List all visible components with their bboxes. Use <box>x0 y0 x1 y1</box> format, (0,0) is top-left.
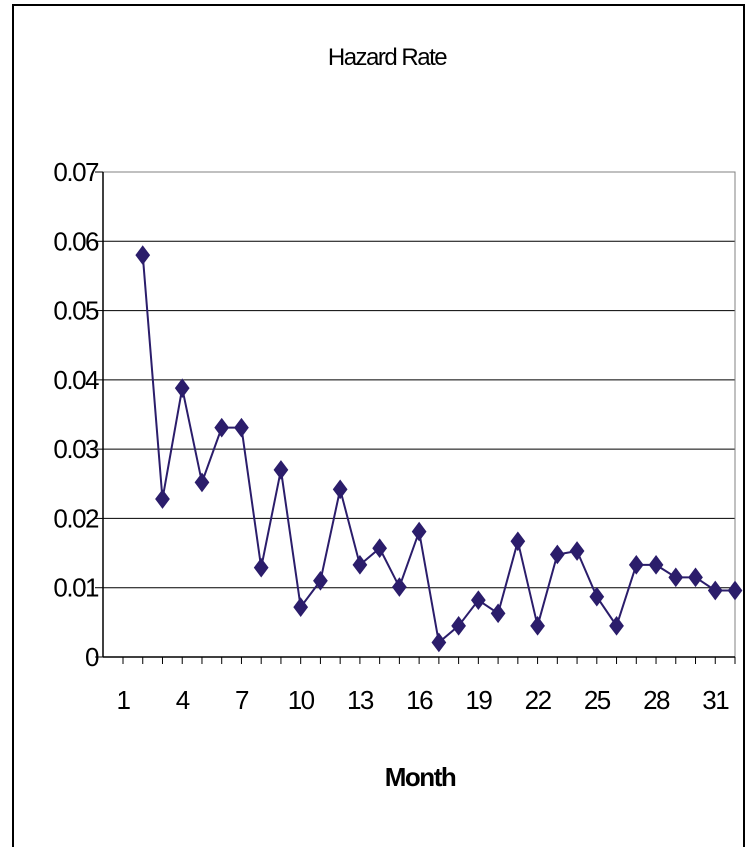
data-point-marker <box>510 531 526 552</box>
y-tick-label: 0 <box>85 642 99 672</box>
y-tick-labels: 0 0.01 0.02 0.03 0.04 0.05 0.06 0.07 <box>53 157 100 672</box>
data-point-marker <box>234 417 249 438</box>
x-tick-label: 19 <box>465 685 492 715</box>
data-point-marker <box>688 567 703 588</box>
chart-title: Hazard Rate <box>328 44 447 71</box>
x-tick-label: 22 <box>525 685 552 715</box>
data-point-marker <box>253 557 269 578</box>
data-point-marker <box>135 245 151 265</box>
data-point-marker <box>668 567 684 588</box>
data-point-marker <box>194 472 210 493</box>
data-point-marker <box>411 521 427 542</box>
data-point-marker <box>352 555 368 575</box>
data-point-marker <box>174 378 190 399</box>
data-point-marker <box>589 586 605 607</box>
y-tick-label: 0.05 <box>53 296 99 326</box>
x-axis-title: Month <box>385 762 456 792</box>
x-tick-label: 31 <box>702 685 729 715</box>
data-point-marker <box>313 570 328 591</box>
data-point-marker <box>609 615 624 636</box>
data-point-marker <box>155 489 170 509</box>
x-tick-label: 16 <box>406 685 433 715</box>
data-point-marker <box>470 590 486 611</box>
data-point-marker <box>431 632 447 653</box>
y-tick-label: 0.06 <box>53 226 99 256</box>
axes <box>95 171 736 664</box>
y-tick-label: 0.07 <box>53 157 99 187</box>
x-tick-label: 4 <box>176 685 190 715</box>
data-point-marker <box>628 555 644 575</box>
plot-area <box>102 171 736 658</box>
data-point-marker <box>707 580 723 601</box>
x-tick-label: 13 <box>347 685 374 715</box>
data-point-marker <box>273 460 289 480</box>
x-tick-label: 10 <box>288 685 315 715</box>
data-point-marker <box>549 544 565 565</box>
data-point-marker <box>727 580 743 601</box>
y-tick-label: 0.02 <box>53 503 99 533</box>
data-point-marker <box>214 417 230 438</box>
x-tick-label: 25 <box>584 685 611 715</box>
data-point-marker <box>392 577 407 597</box>
chart-frame <box>12 4 745 847</box>
data-point-marker <box>648 555 664 575</box>
series-hazard-rate <box>135 245 743 653</box>
x-tick-label: 1 <box>117 685 131 715</box>
data-point-marker <box>332 479 348 500</box>
y-tick-label: 0.03 <box>53 434 99 464</box>
x-tick-labels: 1 4 7 10 13 16 19 22 25 28 31 <box>117 685 731 715</box>
data-point-marker <box>490 603 506 624</box>
data-point-marker <box>293 597 309 617</box>
data-point-marker <box>451 615 466 636</box>
x-tick-label: 28 <box>643 685 670 715</box>
data-point-marker <box>530 615 545 636</box>
y-tick-label: 0.01 <box>53 573 99 603</box>
data-point-marker <box>372 538 388 559</box>
data-point-marker <box>569 541 585 561</box>
y-tick-label: 0.04 <box>53 365 99 395</box>
x-tick-label: 7 <box>235 685 249 715</box>
